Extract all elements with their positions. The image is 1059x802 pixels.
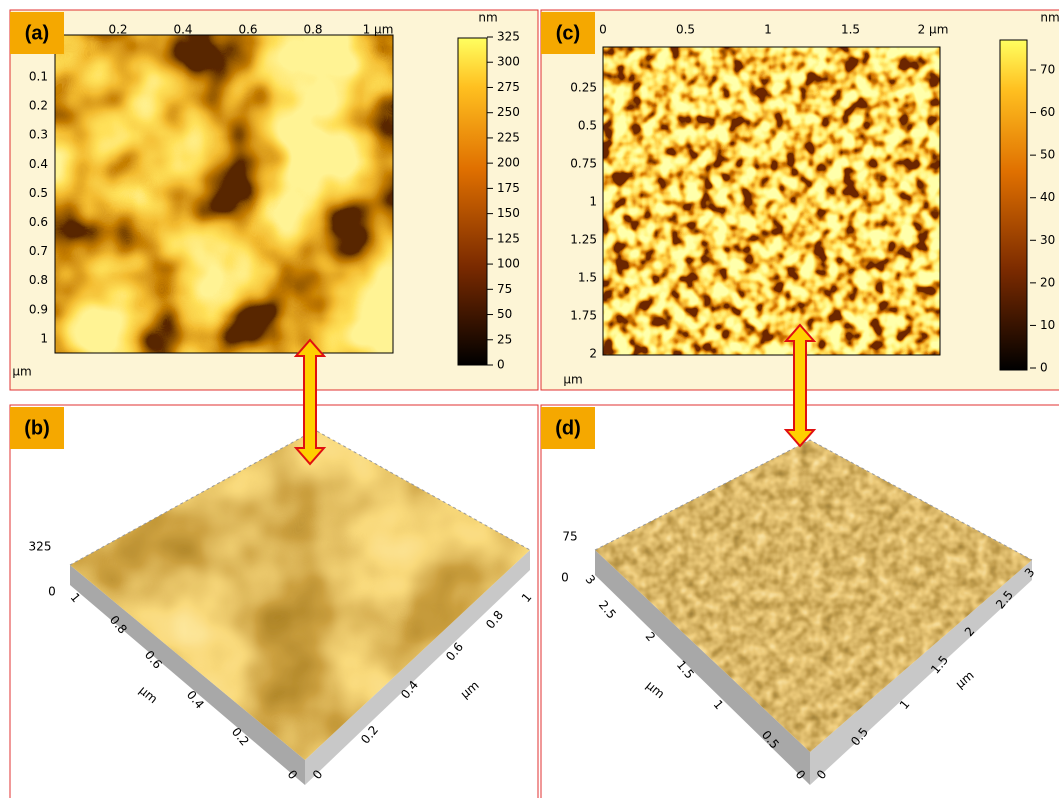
figure: (a) (b) (c) (d) 0.2 0.4 0.6 0.8 1 µm 0.1 0.2 0.3 0.4… — [0, 0, 1059, 798]
colorbar-tick-label: 50 — [1040, 148, 1055, 162]
y-tick-label: 1.75 — [570, 309, 597, 323]
colorbar-tick-label: 325 — [497, 30, 520, 44]
colorbar-tick-label: 125 — [497, 231, 520, 245]
x-tick-label: 1.5 — [841, 23, 860, 37]
colorbar-tick-label: 60 — [1040, 105, 1055, 119]
y-tick-label: 0.7 — [29, 244, 48, 258]
x-tick-label: 1 µm — [363, 23, 394, 37]
axis-unit: µm — [563, 373, 582, 387]
x-tick-label: 0.8 — [303, 23, 322, 37]
x-tick-label: 0.5 — [676, 23, 695, 37]
colorbar-tick-label: 0 — [1040, 361, 1048, 375]
afm-image-a — [55, 35, 393, 353]
colorbar-tick-label: 200 — [497, 156, 520, 170]
colorbar-tick-label: 10 — [1040, 318, 1055, 332]
colorbar-unit: nm — [478, 11, 497, 25]
colorbar-c — [1000, 40, 1027, 370]
y-tick-label: 1.5 — [578, 271, 597, 285]
colorbar-tick-label: 70 — [1040, 63, 1055, 77]
colorbar-tick-label: 20 — [1040, 275, 1055, 289]
colorbar-a — [458, 38, 487, 365]
x-tick-label: 1 — [764, 23, 772, 37]
y-tick-label: 0.2 — [29, 99, 48, 113]
panel-label: (c) — [556, 22, 580, 44]
y-tick-label: 1 — [589, 195, 597, 209]
y-tick-label: 1 — [40, 331, 48, 345]
afm-image-c — [603, 47, 940, 355]
z-tick-label: 75 — [562, 530, 577, 544]
colorbar-tick-label: 275 — [497, 80, 520, 94]
y-tick-label: 0.3 — [29, 128, 48, 142]
axis-unit: µm — [12, 365, 31, 379]
y-tick-label: 0.6 — [29, 215, 48, 229]
page: (a) (b) (c) (d) 0.2 0.4 0.6 0.8 1 µm 0.1 0.2 0.3 0.4… — [0, 0, 1059, 798]
x-tick-label: 2 µm — [918, 23, 949, 37]
colorbar-tick-label: 225 — [497, 130, 520, 144]
y-tick-label: 0.75 — [570, 157, 597, 171]
z-tick-label: 0 — [48, 585, 56, 599]
colorbar-tick-label: 0 — [497, 358, 505, 372]
y-tick-label: 0.9 — [29, 302, 48, 316]
colorbar-tick-label: 75 — [497, 282, 512, 296]
panel-label: (a) — [25, 22, 49, 44]
colorbar-tick-label: 100 — [497, 257, 520, 271]
y-tick-label: 1.25 — [570, 233, 597, 247]
x-tick-label: 0.2 — [108, 23, 127, 37]
x-tick-label: 0.4 — [173, 23, 192, 37]
y-tick-label: 0.1 — [29, 70, 48, 84]
x-tick-label: 0.6 — [238, 23, 257, 37]
colorbar-tick-label: 150 — [497, 206, 520, 220]
colorbar-tick-label: 300 — [497, 55, 520, 69]
y-tick-label: 0.25 — [570, 81, 597, 95]
y-tick-label: 0.5 — [29, 186, 48, 200]
y-tick-label: 0.4 — [29, 157, 48, 171]
y-tick-label: 0.8 — [29, 273, 48, 287]
x-tick-label: 0 — [599, 23, 607, 37]
colorbar-unit: nm — [1040, 11, 1059, 25]
colorbar-tick-label: 25 — [497, 332, 512, 346]
colorbar-tick-label: 40 — [1040, 190, 1055, 204]
colorbar-tick-label: 175 — [497, 181, 520, 195]
panel-label: (d) — [555, 417, 581, 439]
colorbar-tick-label: 50 — [497, 307, 512, 321]
y-tick-label: 2 — [589, 347, 597, 361]
z-tick-label: 0 — [561, 571, 569, 585]
colorbar-tick-label: 30 — [1040, 233, 1055, 247]
colorbar-tick-label: 250 — [497, 105, 520, 119]
z-tick-label: 325 — [29, 540, 52, 554]
y-tick-label: 0.5 — [578, 119, 597, 133]
panel-label: (b) — [24, 417, 50, 439]
